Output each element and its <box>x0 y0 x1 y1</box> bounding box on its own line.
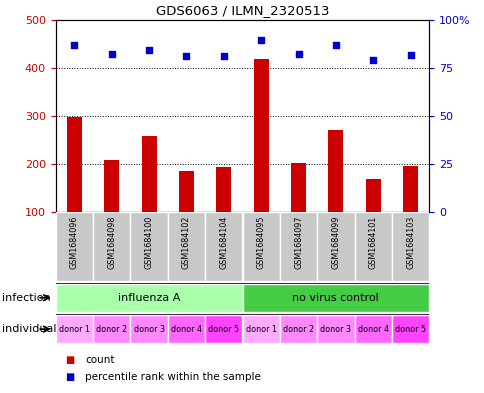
Bar <box>242 315 279 343</box>
Text: donor 1: donor 1 <box>59 325 90 334</box>
Bar <box>317 315 354 343</box>
Text: donor 3: donor 3 <box>134 325 164 334</box>
Text: GSM1684101: GSM1684101 <box>368 216 377 269</box>
Text: donor 1: donor 1 <box>245 325 276 334</box>
Text: ■: ■ <box>65 354 75 365</box>
Bar <box>402 166 417 212</box>
Text: GSM1684095: GSM1684095 <box>256 216 265 269</box>
Bar <box>391 315 428 343</box>
Text: donor 5: donor 5 <box>394 325 425 334</box>
Bar <box>354 212 391 281</box>
Point <box>71 42 78 48</box>
Bar <box>354 315 391 343</box>
Text: individual: individual <box>2 324 57 334</box>
Bar <box>279 212 317 281</box>
Bar <box>130 212 167 281</box>
Text: GSM1684097: GSM1684097 <box>293 216 302 269</box>
Text: GSM1684098: GSM1684098 <box>107 216 116 269</box>
Text: GSM1684104: GSM1684104 <box>219 216 228 269</box>
Text: GSM1684096: GSM1684096 <box>70 216 79 269</box>
Bar <box>216 167 231 212</box>
Bar <box>317 212 354 281</box>
Point <box>369 57 377 63</box>
Bar <box>130 315 167 343</box>
Bar <box>56 284 242 312</box>
Text: donor 4: donor 4 <box>357 325 388 334</box>
Bar <box>242 212 279 281</box>
Text: ■: ■ <box>65 372 75 382</box>
Text: count: count <box>85 354 114 365</box>
Text: infection: infection <box>2 293 51 303</box>
Bar <box>253 59 268 212</box>
Point <box>219 53 227 59</box>
Bar <box>93 315 130 343</box>
Bar <box>205 212 242 281</box>
Text: influenza A: influenza A <box>118 293 180 303</box>
Bar <box>391 212 428 281</box>
Text: donor 5: donor 5 <box>208 325 239 334</box>
Point <box>182 53 190 59</box>
Point <box>294 51 302 57</box>
Text: no virus control: no virus control <box>292 293 378 303</box>
Bar <box>141 136 156 212</box>
Text: donor 3: donor 3 <box>320 325 350 334</box>
Point <box>331 42 339 48</box>
Point <box>145 47 153 53</box>
Bar <box>365 178 380 212</box>
Title: GDS6063 / ILMN_2320513: GDS6063 / ILMN_2320513 <box>155 4 329 17</box>
Text: donor 2: donor 2 <box>96 325 127 334</box>
Text: percentile rank within the sample: percentile rank within the sample <box>85 372 260 382</box>
Bar <box>279 315 317 343</box>
Point <box>257 37 265 43</box>
Text: GSM1684103: GSM1684103 <box>405 216 414 269</box>
Text: GSM1684100: GSM1684100 <box>144 216 153 269</box>
Bar <box>242 284 428 312</box>
Bar <box>104 160 119 212</box>
Bar <box>56 315 93 343</box>
Bar <box>56 212 93 281</box>
Text: donor 4: donor 4 <box>171 325 201 334</box>
Bar <box>290 163 305 212</box>
Point <box>406 52 413 59</box>
Text: donor 2: donor 2 <box>282 325 314 334</box>
Bar <box>205 315 242 343</box>
Bar <box>93 212 130 281</box>
Bar <box>179 171 194 212</box>
Text: GSM1684099: GSM1684099 <box>331 216 340 269</box>
Text: GSM1684102: GSM1684102 <box>182 216 191 269</box>
Bar <box>328 130 343 212</box>
Bar <box>167 212 205 281</box>
Bar <box>67 118 82 212</box>
Point <box>107 51 115 57</box>
Bar <box>167 315 205 343</box>
